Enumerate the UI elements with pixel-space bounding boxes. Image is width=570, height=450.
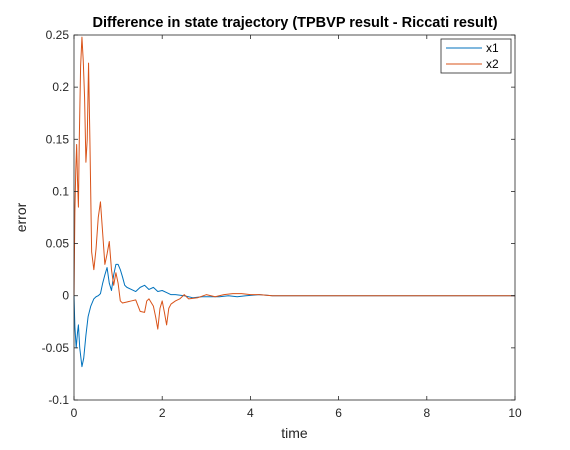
x-axis-label: time bbox=[281, 425, 308, 441]
x-tick-label: 2 bbox=[159, 406, 166, 420]
x-tick-label: 6 bbox=[335, 406, 342, 420]
series-line-x2 bbox=[73, 36, 515, 330]
x-tick-label: 4 bbox=[247, 406, 254, 420]
legend-label-x1: x1 bbox=[486, 41, 499, 55]
series-lines bbox=[73, 36, 515, 368]
x-tick-label: 8 bbox=[423, 406, 430, 420]
x-ticks: 0 2 4 6 8 10 bbox=[71, 35, 522, 420]
y-tick-label: -0.05 bbox=[42, 341, 70, 355]
legend-box bbox=[440, 38, 512, 74]
y-tick-label: -0.1 bbox=[48, 393, 69, 407]
x-tick-label: 10 bbox=[508, 406, 522, 420]
plot-area bbox=[74, 35, 515, 400]
y-tick-label: 0.25 bbox=[46, 28, 70, 42]
y-tick-label: 0.1 bbox=[52, 184, 69, 198]
axes-box bbox=[73, 34, 516, 401]
legend-label-x2: x2 bbox=[486, 57, 499, 71]
y-tick-label: 0.15 bbox=[46, 132, 70, 146]
y-tick-label: 0.05 bbox=[46, 237, 70, 251]
y-tick-label: 0.2 bbox=[52, 80, 69, 94]
y-tick-label: 0 bbox=[62, 289, 69, 303]
x-tick-label: 0 bbox=[71, 406, 78, 420]
series-line-x1 bbox=[73, 263, 515, 368]
y-ticks: -0.1 -0.05 0 0.05 0.1 0.15 0.2 0.25 bbox=[42, 28, 515, 407]
y-axis-label: error bbox=[13, 202, 29, 232]
chart-title: Difference in state trajectory (TPBVP re… bbox=[92, 15, 497, 31]
